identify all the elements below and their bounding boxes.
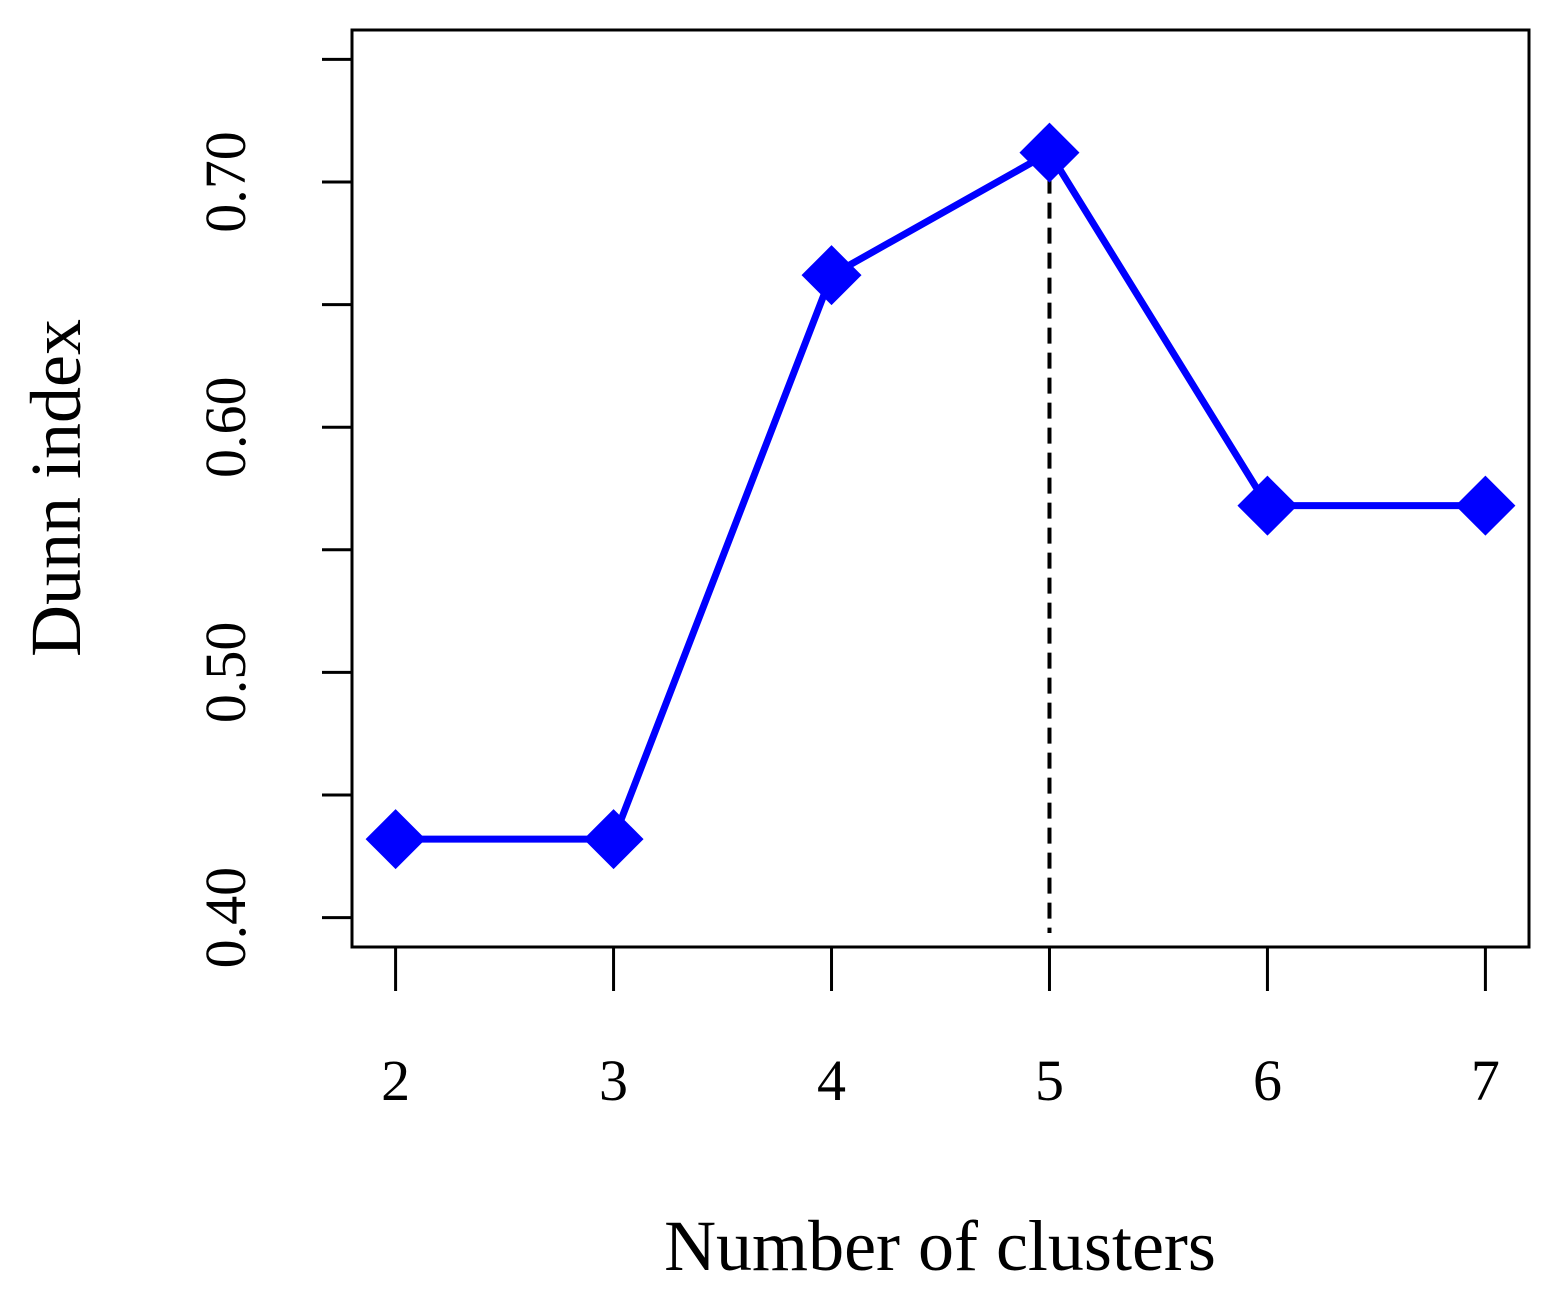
x-tick-label: 3 <box>599 1048 628 1113</box>
series-line <box>395 149 1486 843</box>
y-tick-label: 0.70 <box>193 131 258 233</box>
plot-frame <box>350 28 1531 949</box>
data-point-marker <box>1019 122 1080 183</box>
series-group <box>365 122 1516 870</box>
y-tick-label: 0.60 <box>193 376 258 478</box>
x-tick-label: 7 <box>1471 1048 1500 1113</box>
y-tick-label: 0.50 <box>193 622 258 724</box>
data-point-marker <box>583 809 644 870</box>
x-tick-label: 5 <box>1035 1048 1064 1113</box>
x-axis: 2 3 4 5 6 7 <box>381 947 1500 1113</box>
x-tick-label: 4 <box>817 1048 846 1113</box>
x-tick-label: 6 <box>1253 1048 1282 1113</box>
x-tick-label: 2 <box>381 1048 410 1113</box>
data-point-marker <box>801 245 862 306</box>
y-tick-label: 0.40 <box>193 867 258 969</box>
y-axis-title: Dunn index <box>16 319 96 657</box>
x-axis-title: Number of clusters <box>664 1206 1216 1286</box>
data-point-marker <box>1455 475 1516 536</box>
data-point-marker <box>365 809 426 870</box>
data-point-marker <box>1237 475 1298 536</box>
y-axis: 0.40 0.50 0.60 0.70 <box>193 57 352 969</box>
